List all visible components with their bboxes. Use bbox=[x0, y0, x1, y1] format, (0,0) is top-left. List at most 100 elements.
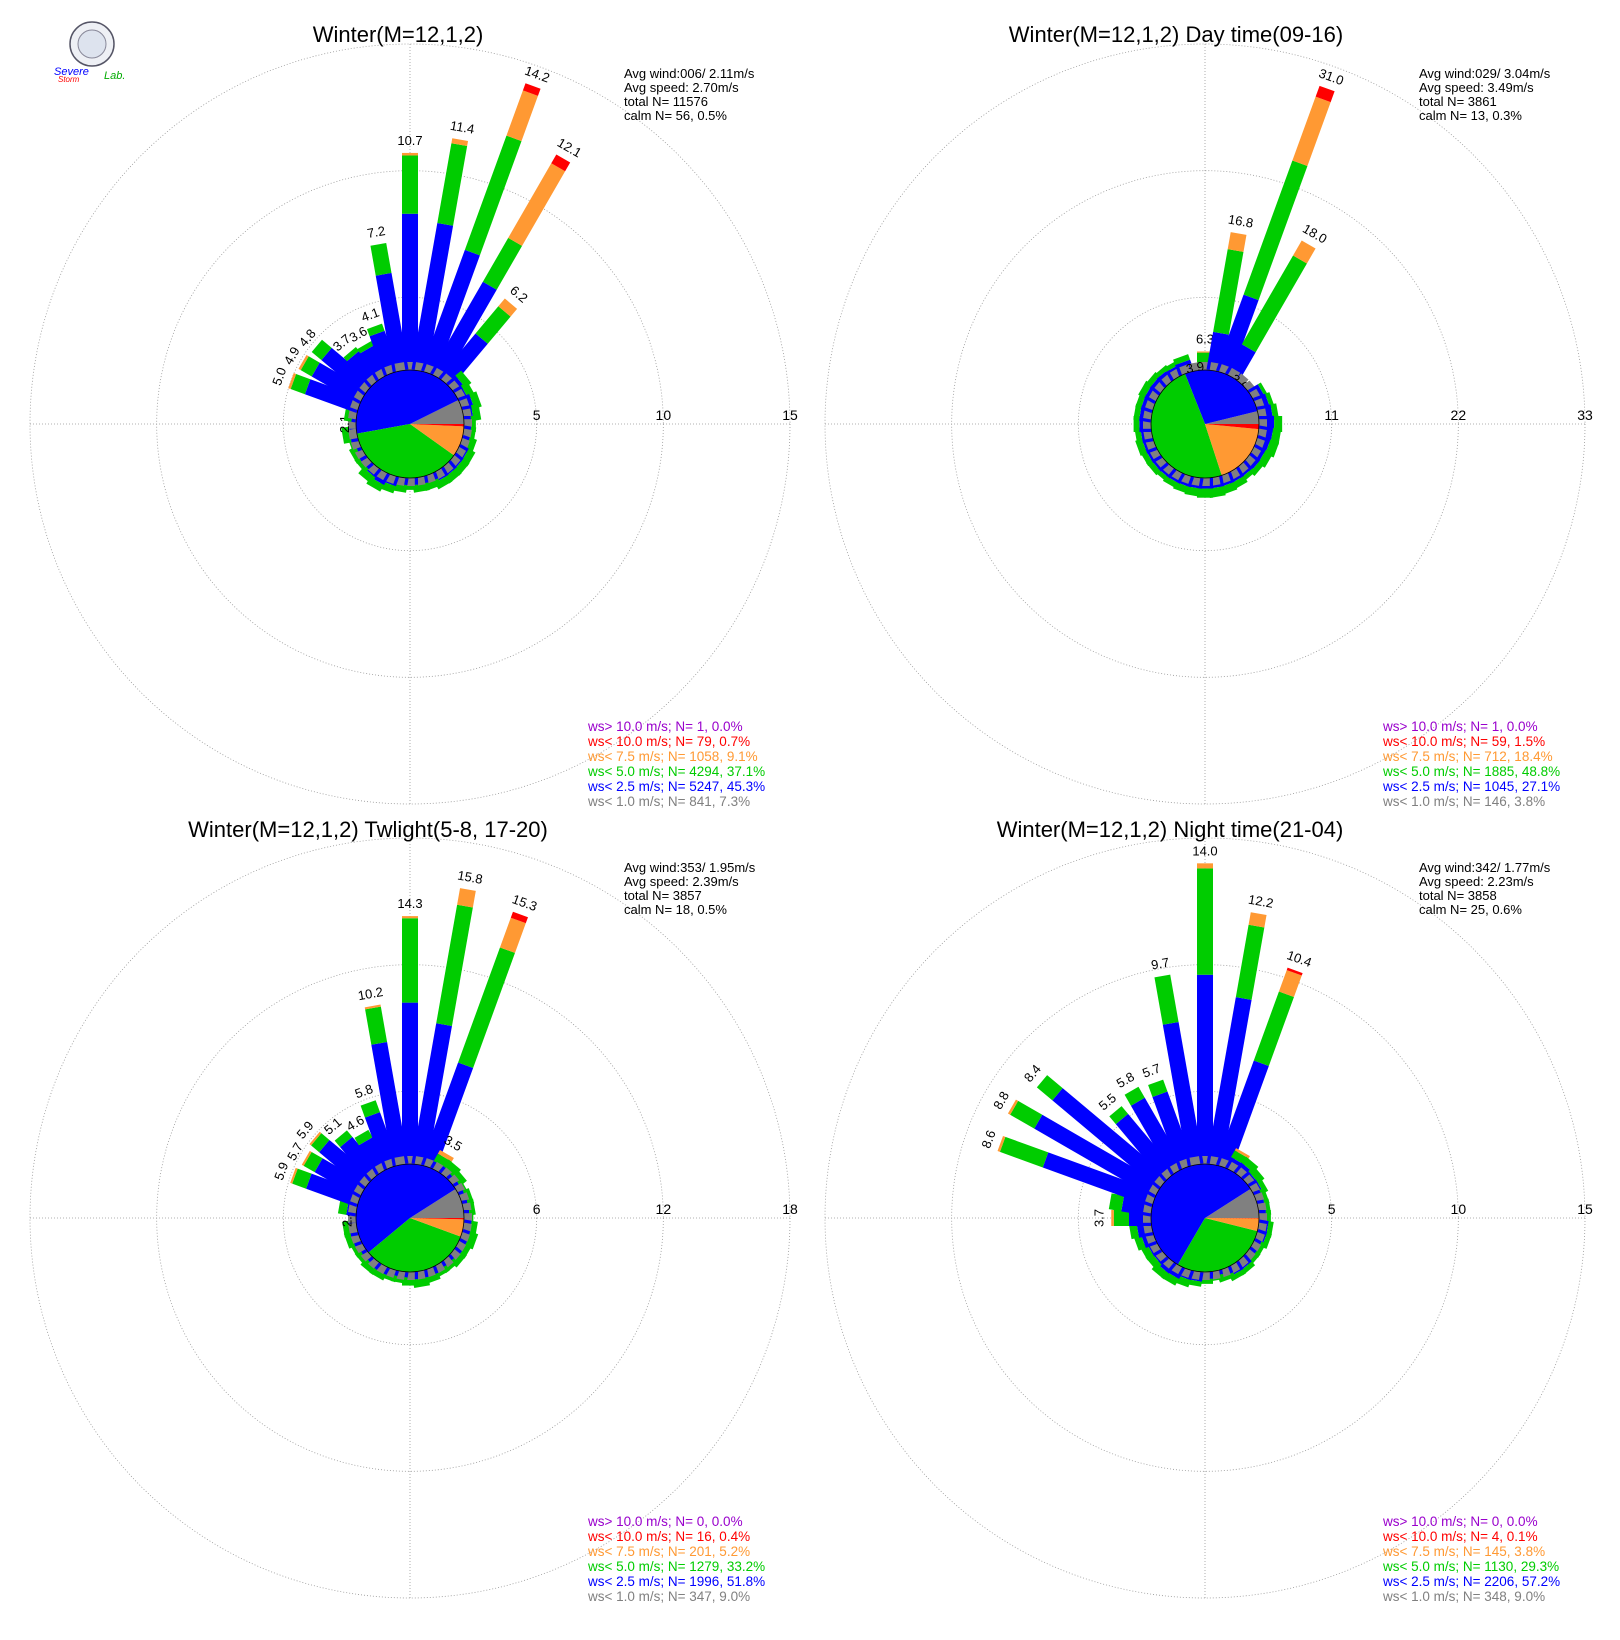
windrose-bar-segment bbox=[1185, 1278, 1202, 1287]
windrose-bar-segment bbox=[475, 306, 511, 344]
pie-outline bbox=[355, 1163, 465, 1273]
panel-title: Winter(M=12,1,2) Day time(09-16) bbox=[1009, 22, 1343, 47]
windrose-bar-segment bbox=[482, 237, 523, 290]
bar-value-label: 8.6 bbox=[978, 1128, 998, 1150]
pie-slice bbox=[1177, 1218, 1258, 1272]
ring-label: 11 bbox=[1324, 407, 1339, 423]
windrose-bar-segment bbox=[309, 1131, 322, 1146]
legend-entry: ws< 2.5 m/s; N= 1996, 51.8% bbox=[587, 1574, 765, 1589]
stats-line: total N= 3858 bbox=[1419, 888, 1497, 903]
windrose-bar-segment bbox=[1148, 1079, 1168, 1097]
windrose-bar-segment bbox=[434, 474, 453, 490]
windrose-bar-segment bbox=[1152, 1091, 1195, 1170]
windrose-bar-segment bbox=[1227, 232, 1247, 252]
stats-line: Avg speed: 3.49m/s bbox=[1419, 80, 1534, 95]
bar-value-label: 10.7 bbox=[397, 133, 422, 148]
bar-value-label: 4.9 bbox=[281, 344, 303, 367]
windrose-bar-segment bbox=[371, 1041, 409, 1167]
ring-label: 12 bbox=[656, 1201, 672, 1217]
windrose-bar-segment bbox=[298, 355, 309, 371]
bar-value-label: 5.7 bbox=[1140, 1060, 1162, 1080]
logo: Severe Storm Lab. bbox=[54, 21, 125, 84]
windrose-bar-segment bbox=[304, 379, 362, 414]
bar-value-label: 5.5 bbox=[1096, 1090, 1119, 1113]
windrose-bar-segment bbox=[1173, 1274, 1191, 1288]
logo-text-1: Severe bbox=[54, 66, 89, 78]
bar-value-label: 5.8 bbox=[1114, 1069, 1137, 1091]
windrose-bar-segment bbox=[300, 356, 320, 377]
legend-entry: ws< 1.0 m/s; N= 347, 9.0% bbox=[587, 1589, 750, 1604]
windrose-bar-segment bbox=[303, 1151, 323, 1173]
windrose-bar-segment bbox=[468, 1220, 478, 1238]
bar-value-label: 9.7 bbox=[1150, 955, 1170, 973]
windrose-bar-segment bbox=[423, 1272, 441, 1285]
windrose-bar-segment bbox=[366, 477, 384, 492]
legend-entry: ws< 5.0 m/s; N= 4294, 37.1% bbox=[587, 764, 765, 779]
windrose-bar-segment bbox=[1286, 967, 1303, 976]
ring-label: 10 bbox=[656, 407, 672, 423]
windrose-bar-segment bbox=[1161, 1271, 1179, 1286]
bar-value-label: 5.8 bbox=[353, 1081, 375, 1101]
windrose-bar-segment bbox=[510, 911, 528, 924]
windrose-bar-segment bbox=[1248, 912, 1267, 928]
windrose-bar-segment bbox=[1124, 1086, 1145, 1106]
windrose-bar-segment bbox=[464, 1231, 479, 1250]
windrose-bar-segment bbox=[1206, 997, 1252, 1167]
bar-value-label: 3.7 bbox=[1091, 1209, 1106, 1227]
legend-entry: ws< 2.5 m/s; N= 1045, 27.1% bbox=[1382, 779, 1560, 794]
pie-slice bbox=[1151, 1164, 1251, 1265]
windrose-bar-segment bbox=[1219, 481, 1238, 495]
ring-label: 15 bbox=[782, 407, 798, 423]
pie-slice bbox=[410, 424, 464, 456]
windrose-bar-segment bbox=[1265, 439, 1280, 458]
stats-line: Avg wind:006/ 2.11m/s bbox=[624, 66, 755, 81]
windrose-bar-segment bbox=[997, 1135, 1006, 1152]
windrose-bar-segment bbox=[343, 347, 360, 362]
stats-line: Avg speed: 2.39m/s bbox=[624, 874, 739, 889]
windrose-bar-segment bbox=[1173, 481, 1191, 494]
bar-value-label: 8.4 bbox=[1021, 1061, 1044, 1084]
legend-entry: ws< 7.5 m/s; N= 145, 3.8% bbox=[1382, 1544, 1545, 1559]
windrose-bar-segment bbox=[314, 1158, 368, 1198]
windrose-bar-segment bbox=[301, 1150, 312, 1166]
pie-slice bbox=[410, 1218, 464, 1220]
windrose-bar-segment bbox=[1135, 438, 1148, 456]
windrose-bar-segment bbox=[1140, 449, 1154, 467]
windrose-bar-segment bbox=[1243, 160, 1308, 301]
windrose-bar-segment bbox=[506, 90, 538, 142]
bar-value-label: 8.8 bbox=[990, 1089, 1012, 1112]
windrose-bar-segment bbox=[1162, 1022, 1204, 1167]
windrose-bar-segment bbox=[1138, 380, 1153, 399]
windrose-bar-segment bbox=[1261, 1232, 1273, 1249]
windrose-bar-segment bbox=[311, 362, 368, 404]
legend-entry: ws< 10.0 m/s; N= 79, 0.7% bbox=[587, 734, 750, 749]
windrose-bar-segment bbox=[1230, 475, 1248, 490]
windrose-bar-segment bbox=[1109, 1106, 1129, 1125]
ring-label: 15 bbox=[1577, 1201, 1593, 1217]
grid-ring bbox=[282, 296, 538, 552]
pie-slice bbox=[1205, 424, 1259, 476]
windrose-bar-segment bbox=[369, 1267, 387, 1281]
windrose-bar-segment bbox=[460, 381, 476, 400]
bar-value-label: 14.0 bbox=[1192, 843, 1217, 858]
windrose-bar-segment bbox=[1208, 486, 1226, 498]
pie-slice bbox=[1185, 370, 1258, 424]
pie-slice bbox=[410, 399, 464, 424]
stats-line: Avg wind:353/ 1.95m/s bbox=[624, 860, 756, 875]
legend-entry: ws> 10.0 m/s; N= 1, 0.0% bbox=[587, 719, 743, 734]
windrose-bar-segment bbox=[341, 426, 352, 444]
bar-value-label: 5.1 bbox=[321, 1114, 344, 1137]
bar-value-label: 14.3 bbox=[397, 896, 422, 911]
windrose-bar-segment bbox=[1257, 449, 1273, 468]
windrose-bar-segment bbox=[1173, 354, 1191, 366]
windrose-bar-segment bbox=[360, 1259, 377, 1275]
windrose-bar-segment bbox=[1153, 365, 1169, 379]
legend-entry: ws< 5.0 m/s; N= 1279, 33.2% bbox=[587, 1559, 765, 1574]
windrose-bar-segment bbox=[343, 1231, 356, 1249]
windrose-bar-segment bbox=[498, 298, 518, 317]
ring-label: 5 bbox=[1328, 1201, 1336, 1217]
windrose-bar-segment bbox=[411, 223, 454, 373]
windrose-bar-segment bbox=[508, 163, 566, 246]
windrose-bar-segment bbox=[375, 272, 409, 373]
